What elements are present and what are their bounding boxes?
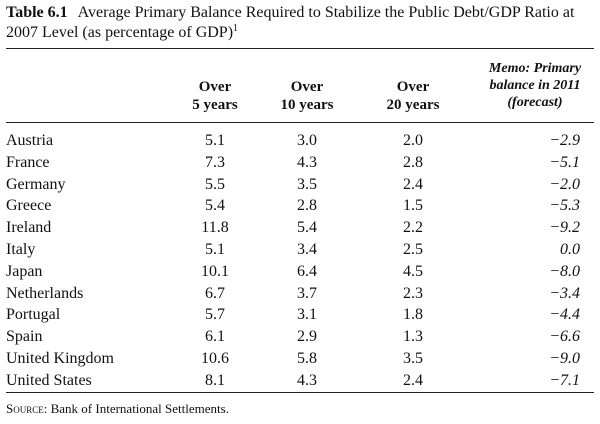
header-line: Memo: Primary bbox=[488, 61, 582, 76]
cell-over-5: 5.4 bbox=[205, 197, 225, 215]
header-line: Over bbox=[290, 79, 324, 95]
cell-over-20: 1.8 bbox=[403, 306, 423, 324]
cell-memo: −7.1 bbox=[549, 371, 580, 389]
cell-over-20: 2.0 bbox=[403, 132, 423, 149]
table-row: Greece 5.4 2.8 1.5 −5.3 bbox=[6, 195, 594, 217]
table-title: Average Primary Balance Required to Stab… bbox=[6, 4, 575, 41]
cell-country: Japan bbox=[6, 262, 43, 280]
header-line: Over bbox=[396, 79, 430, 95]
cell-memo: −4.4 bbox=[549, 306, 580, 324]
cell-over-20: 1.3 bbox=[403, 328, 423, 346]
cell-over-20: 3.5 bbox=[403, 349, 423, 367]
cell-memo: −2.9 bbox=[549, 132, 580, 149]
header-line: 5 years bbox=[192, 97, 238, 113]
cell-over-20: 2.5 bbox=[403, 240, 423, 258]
cell-over-5: 8.1 bbox=[205, 371, 225, 389]
cell-memo: −3.4 bbox=[549, 284, 580, 302]
cell-over-5: 7.3 bbox=[205, 153, 225, 171]
cell-over-20: 2.8 bbox=[403, 153, 423, 171]
header-over-20-years: Over 20 years bbox=[368, 78, 458, 114]
table-row: Spain 6.1 2.9 1.3 −6.6 bbox=[6, 326, 594, 348]
cell-country: Netherlands bbox=[6, 284, 84, 302]
top-rule bbox=[6, 48, 594, 49]
cell-country: Spain bbox=[6, 328, 43, 346]
cell-over-10: 3.1 bbox=[297, 306, 317, 324]
table-caption: Table 6.1 Average Primary Balance Require… bbox=[6, 3, 594, 43]
cell-memo: −8.0 bbox=[549, 262, 580, 280]
source-label: Source: bbox=[6, 401, 48, 416]
cell-over-5: 5.5 bbox=[205, 175, 225, 193]
cell-country: United States bbox=[6, 371, 92, 389]
table-row: France 7.3 4.3 2.8 −5.1 bbox=[6, 152, 594, 174]
table-row: Ireland 11.8 5.4 2.2 −9.2 bbox=[6, 217, 594, 239]
table-row: Netherlands 6.7 3.7 2.3 −3.4 bbox=[6, 283, 594, 305]
header-line: 10 years bbox=[280, 97, 334, 113]
cell-over-5: 10.1 bbox=[201, 262, 229, 280]
bottom-rule bbox=[6, 392, 594, 393]
header-line: 20 years bbox=[386, 97, 440, 113]
table-body: Austria 5.1 3.0 2.0 −2.9 France 7.3 4.3 2.8 −5.1… bbox=[6, 130, 594, 392]
source-note: Source: Bank of International Settlement… bbox=[6, 401, 229, 417]
header-line: (forecast) bbox=[507, 95, 563, 110]
table-row: Austria 5.1 3.0 2.0 −2.9 bbox=[6, 130, 594, 152]
cell-memo: −9.0 bbox=[549, 349, 580, 367]
table-number: Table 6.1 bbox=[6, 4, 68, 21]
cell-country: Ireland bbox=[6, 219, 52, 237]
cell-over-5: 6.7 bbox=[205, 284, 225, 302]
cell-country: Italy bbox=[6, 240, 36, 258]
cell-over-20: 2.2 bbox=[403, 219, 423, 237]
table-row: United States 8.1 4.3 2.4 −7.1 bbox=[6, 370, 594, 392]
cell-country: Austria bbox=[6, 132, 54, 149]
table-page: Table 6.1 Average Primary Balance Require… bbox=[6, 0, 594, 416]
cell-over-5: 6.1 bbox=[205, 328, 225, 346]
cell-over-10: 3.4 bbox=[297, 240, 317, 258]
cell-memo: −5.3 bbox=[549, 197, 580, 215]
table-row: United Kingdom 10.6 5.8 3.5 −9.0 bbox=[6, 348, 594, 370]
cell-over-10: 4.3 bbox=[297, 371, 317, 389]
header-line: balance in 2011 bbox=[489, 78, 581, 93]
cell-country: Germany bbox=[6, 175, 66, 193]
cell-over-10: 2.9 bbox=[297, 328, 317, 346]
cell-over-5: 5.7 bbox=[205, 306, 225, 324]
cell-over-20: 2.4 bbox=[403, 175, 423, 193]
cell-over-10: 3.7 bbox=[297, 284, 317, 302]
cell-over-10: 3.5 bbox=[297, 175, 317, 193]
cell-country: France bbox=[6, 153, 50, 171]
cell-over-5: 10.6 bbox=[201, 349, 229, 367]
cell-memo: −6.6 bbox=[549, 328, 580, 346]
cell-memo: −5.1 bbox=[549, 153, 580, 171]
cell-over-10: 6.4 bbox=[297, 262, 317, 280]
header-rule bbox=[6, 122, 594, 123]
header-over-5-years: Over 5 years bbox=[170, 78, 260, 114]
cell-memo: 0.0 bbox=[560, 240, 580, 258]
cell-over-5: 5.1 bbox=[205, 240, 225, 258]
header-line: Over bbox=[198, 79, 232, 95]
cell-country: United Kingdom bbox=[6, 349, 114, 367]
table-row: Italy 5.1 3.4 2.5 0.0 bbox=[6, 239, 594, 261]
header-over-10-years: Over 10 years bbox=[262, 78, 352, 114]
table-row: Japan 10.1 6.4 4.5 −8.0 bbox=[6, 261, 594, 283]
cell-over-10: 2.8 bbox=[297, 197, 317, 215]
footnote-mark: 1 bbox=[233, 23, 239, 34]
cell-over-10: 5.4 bbox=[297, 219, 317, 237]
cell-country: Portugal bbox=[6, 306, 61, 324]
cell-over-20: 4.5 bbox=[403, 262, 423, 280]
source-text: Bank of International Settlements. bbox=[50, 401, 229, 416]
cell-over-10: 4.3 bbox=[297, 153, 317, 171]
cell-over-5: 11.8 bbox=[201, 219, 229, 237]
cell-over-10: 5.8 bbox=[297, 349, 317, 367]
cell-memo: −2.0 bbox=[549, 175, 580, 193]
cell-over-5: 5.1 bbox=[205, 132, 225, 149]
table-row: Portugal 5.7 3.1 1.8 −4.4 bbox=[6, 304, 594, 326]
cell-memo: −9.2 bbox=[549, 219, 580, 237]
table-row: Germany 5.5 3.5 2.4 −2.0 bbox=[6, 174, 594, 196]
cell-over-10: 3.0 bbox=[297, 132, 317, 149]
header-memo-primary-balance: Memo: Primary balance in 2011 (forecast) bbox=[476, 60, 594, 111]
cell-over-20: 1.5 bbox=[403, 197, 423, 215]
cell-country: Greece bbox=[6, 197, 52, 215]
cell-over-20: 2.4 bbox=[403, 371, 423, 389]
cell-over-20: 2.3 bbox=[403, 284, 423, 302]
